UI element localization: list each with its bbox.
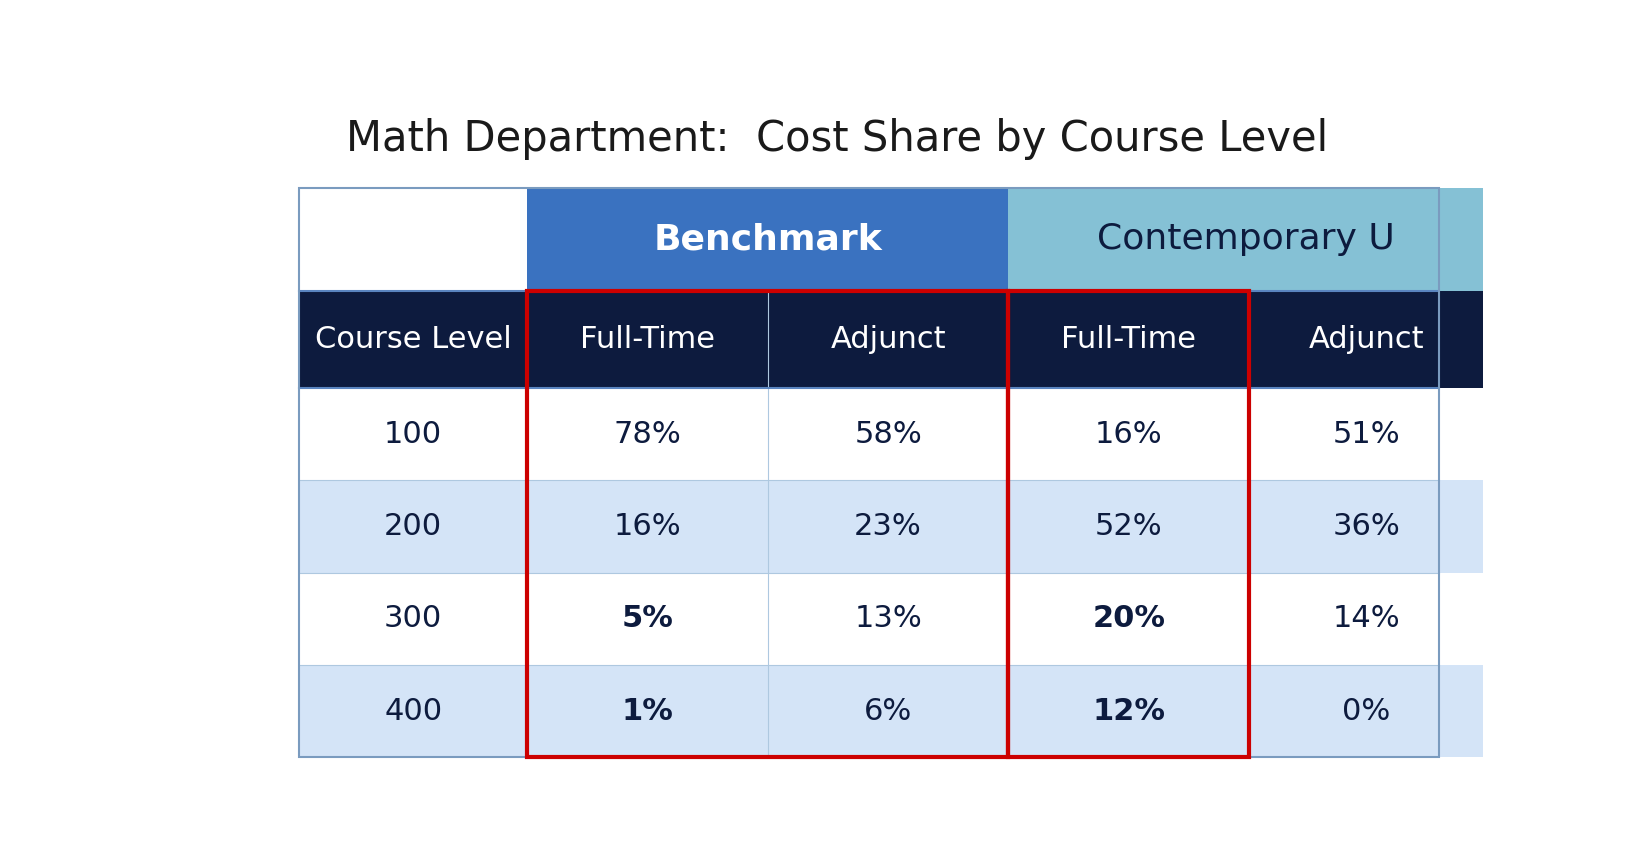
FancyBboxPatch shape bbox=[299, 290, 528, 388]
Text: 58%: 58% bbox=[855, 419, 922, 449]
Text: 6%: 6% bbox=[864, 697, 912, 726]
Text: 0%: 0% bbox=[1342, 697, 1391, 726]
Text: Full-Time: Full-Time bbox=[580, 324, 716, 354]
FancyBboxPatch shape bbox=[299, 188, 528, 290]
Text: Math Department:  Cost Share by Course Level: Math Department: Cost Share by Course Le… bbox=[346, 118, 1328, 160]
FancyBboxPatch shape bbox=[1248, 388, 1484, 480]
Text: Course Level: Course Level bbox=[315, 324, 511, 354]
FancyBboxPatch shape bbox=[1248, 665, 1484, 758]
Text: 51%: 51% bbox=[1332, 419, 1400, 449]
Text: 23%: 23% bbox=[855, 512, 922, 541]
Text: Adjunct: Adjunct bbox=[830, 324, 946, 354]
FancyBboxPatch shape bbox=[299, 388, 528, 480]
FancyBboxPatch shape bbox=[299, 480, 528, 573]
FancyBboxPatch shape bbox=[528, 290, 768, 388]
Text: 200: 200 bbox=[384, 512, 443, 541]
FancyBboxPatch shape bbox=[768, 388, 1008, 480]
Text: Adjunct: Adjunct bbox=[1309, 324, 1423, 354]
FancyBboxPatch shape bbox=[299, 665, 528, 758]
Text: 16%: 16% bbox=[614, 512, 681, 541]
Text: 100: 100 bbox=[384, 419, 443, 449]
Text: 5%: 5% bbox=[621, 604, 673, 633]
Text: Benchmark: Benchmark bbox=[654, 223, 882, 257]
FancyBboxPatch shape bbox=[768, 665, 1008, 758]
FancyBboxPatch shape bbox=[1248, 573, 1484, 665]
FancyBboxPatch shape bbox=[528, 188, 1008, 290]
Text: 14%: 14% bbox=[1332, 604, 1400, 633]
Text: 36%: 36% bbox=[1332, 512, 1400, 541]
FancyBboxPatch shape bbox=[768, 573, 1008, 665]
FancyBboxPatch shape bbox=[528, 388, 768, 480]
Text: 20%: 20% bbox=[1092, 604, 1165, 633]
FancyBboxPatch shape bbox=[1008, 290, 1248, 388]
Text: 1%: 1% bbox=[621, 697, 673, 726]
FancyBboxPatch shape bbox=[768, 480, 1008, 573]
Text: Contemporary U: Contemporary U bbox=[1096, 223, 1395, 257]
FancyBboxPatch shape bbox=[1008, 480, 1248, 573]
Text: 16%: 16% bbox=[1095, 419, 1162, 449]
FancyBboxPatch shape bbox=[1248, 290, 1484, 388]
Text: Full-Time: Full-Time bbox=[1060, 324, 1196, 354]
FancyBboxPatch shape bbox=[1008, 188, 1484, 290]
Text: 400: 400 bbox=[384, 697, 443, 726]
Text: 300: 300 bbox=[384, 604, 443, 633]
FancyBboxPatch shape bbox=[299, 573, 528, 665]
FancyBboxPatch shape bbox=[1248, 480, 1484, 573]
FancyBboxPatch shape bbox=[528, 573, 768, 665]
FancyBboxPatch shape bbox=[1008, 388, 1248, 480]
Text: 52%: 52% bbox=[1095, 512, 1162, 541]
FancyBboxPatch shape bbox=[1008, 665, 1248, 758]
Text: 78%: 78% bbox=[614, 419, 681, 449]
FancyBboxPatch shape bbox=[528, 665, 768, 758]
FancyBboxPatch shape bbox=[768, 290, 1008, 388]
Text: 13%: 13% bbox=[855, 604, 922, 633]
FancyBboxPatch shape bbox=[1008, 573, 1248, 665]
FancyBboxPatch shape bbox=[528, 480, 768, 573]
Text: 12%: 12% bbox=[1092, 697, 1165, 726]
